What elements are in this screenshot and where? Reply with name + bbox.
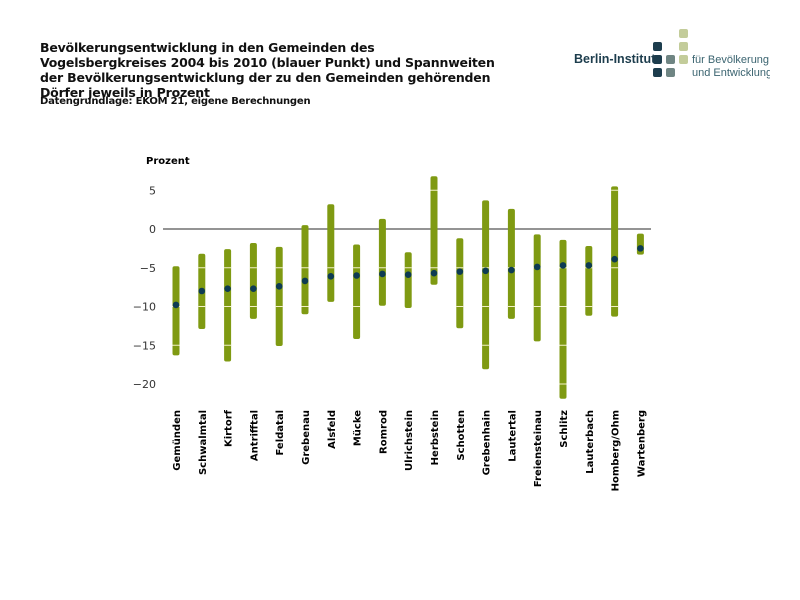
range-group: Alsfeld bbox=[327, 204, 338, 449]
logo-name: Berlin-Institut bbox=[574, 52, 656, 66]
municipality-dot bbox=[482, 267, 489, 275]
x-tick-label: Homberg/Ohm bbox=[611, 410, 622, 491]
range-group: Lautertal bbox=[507, 208, 518, 462]
y-tick-label: −15 bbox=[133, 339, 156, 352]
x-tick-label: Schlitz bbox=[559, 410, 570, 448]
data-source: Datengrundlage: EKOM 21, eigene Berechnu… bbox=[40, 96, 311, 107]
municipality-dot bbox=[430, 269, 438, 277]
y-axis-label: Prozent bbox=[146, 156, 190, 167]
range-bar bbox=[353, 244, 361, 340]
x-tick-label: Alsfeld bbox=[327, 410, 338, 449]
x-tick-label: Schwalmtal bbox=[198, 410, 209, 475]
x-tick-label: Grebenau bbox=[301, 410, 312, 465]
range-group: Schwalmtal bbox=[198, 253, 209, 475]
municipality-dot bbox=[533, 263, 541, 271]
range-group: Lauterbach bbox=[585, 246, 596, 474]
range-bar bbox=[559, 239, 567, 399]
range-bar bbox=[224, 249, 232, 362]
y-tick-label: −5 bbox=[140, 262, 156, 275]
y-tick-label: 5 bbox=[149, 184, 156, 197]
range-group: Freiensteinau bbox=[533, 234, 544, 487]
range-bar bbox=[456, 238, 464, 329]
x-tick-label: Lautertal bbox=[507, 410, 518, 462]
municipality-dot bbox=[224, 285, 231, 292]
municipality-dot bbox=[456, 268, 464, 275]
range-group: Feldatal bbox=[275, 246, 286, 456]
range-bar bbox=[327, 204, 335, 302]
x-tick-label: Ulrichstein bbox=[404, 410, 415, 471]
x-tick-label: Schotten bbox=[456, 410, 467, 461]
y-tick-label: −10 bbox=[133, 301, 156, 314]
x-tick-label: Lauterbach bbox=[585, 410, 596, 474]
municipality-dot bbox=[508, 266, 515, 274]
municipality-dot bbox=[637, 245, 644, 252]
municipality-dot bbox=[172, 301, 180, 309]
x-tick-label: Mücke bbox=[353, 410, 364, 446]
range-group: Mücke bbox=[353, 244, 364, 446]
x-tick-label: Herbstein bbox=[430, 410, 441, 465]
range-group: Schotten bbox=[456, 238, 467, 461]
range-group: Ulrichstein bbox=[404, 252, 415, 471]
range-bar bbox=[404, 252, 412, 309]
municipality-dot bbox=[379, 270, 386, 278]
range-group: Grebenau bbox=[301, 225, 312, 465]
range-bar bbox=[275, 246, 283, 347]
municipality-dot bbox=[404, 271, 412, 279]
berlin-institut-logo: Berlin-Institut für Bevölkerung und Entw… bbox=[574, 29, 770, 79]
range-group: Grebenhain bbox=[482, 200, 493, 475]
range-bar bbox=[611, 186, 619, 317]
municipality-dot bbox=[275, 283, 283, 290]
range-group: Homberg/Ohm bbox=[611, 186, 622, 491]
x-tick-label: Feldatal bbox=[275, 410, 286, 456]
range-bar bbox=[301, 225, 309, 315]
municipality-dot bbox=[327, 272, 335, 280]
x-tick-label: Grebenhain bbox=[482, 410, 493, 475]
logo-line1: für Bevölkerung bbox=[692, 54, 769, 66]
range-group: Kirtorf bbox=[224, 249, 235, 447]
x-tick-label: Wartenberg bbox=[636, 410, 647, 477]
x-tick-label: Kirtorf bbox=[224, 409, 235, 447]
municipality-dot bbox=[611, 255, 618, 263]
y-tick-label: 0 bbox=[149, 223, 156, 236]
range-bar bbox=[378, 218, 386, 306]
range-group: Wartenberg bbox=[636, 233, 647, 477]
municipality-dot bbox=[559, 262, 567, 269]
range-group: Antrifftal bbox=[249, 242, 260, 461]
x-tick-label: Antrifftal bbox=[249, 410, 260, 461]
range-bar bbox=[585, 246, 593, 316]
municipality-dot bbox=[198, 287, 206, 295]
range-group: Gemünden bbox=[172, 266, 183, 471]
x-tick-label: Gemünden bbox=[172, 410, 183, 471]
chart-title: Bevölkerungsentwicklung in den Gemeinden… bbox=[40, 40, 495, 100]
range-group: Romrod bbox=[378, 218, 389, 454]
range-group: Herbstein bbox=[430, 176, 441, 465]
logo-line2: und Entwicklung bbox=[692, 67, 770, 79]
municipality-dot bbox=[301, 277, 309, 285]
municipality-dot bbox=[250, 285, 257, 292]
range-bar bbox=[172, 266, 180, 356]
municipality-dot bbox=[585, 262, 593, 269]
range-bar bbox=[533, 234, 541, 342]
x-tick-label: Romrod bbox=[378, 410, 389, 454]
range-bar bbox=[249, 242, 257, 319]
range-bar bbox=[482, 200, 490, 370]
range-group: Schlitz bbox=[559, 239, 570, 448]
x-tick-label: Freiensteinau bbox=[533, 410, 544, 487]
range-bar bbox=[507, 208, 515, 319]
y-tick-label: −20 bbox=[133, 378, 156, 391]
range-bar bbox=[430, 176, 438, 285]
municipality-dot bbox=[353, 272, 360, 279]
